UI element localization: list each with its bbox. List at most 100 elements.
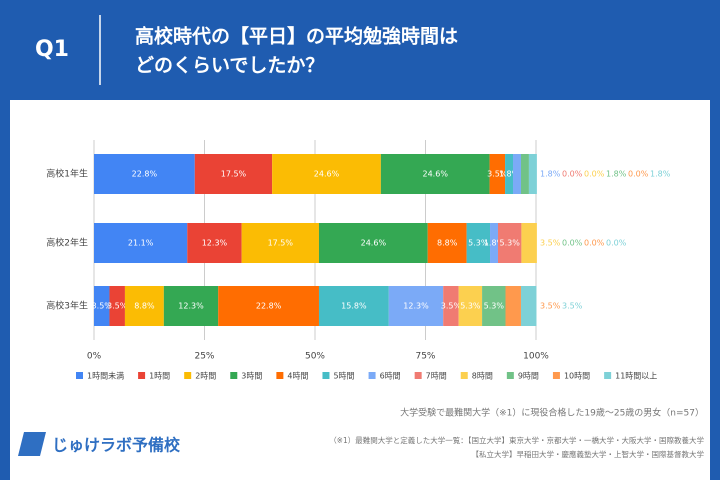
legend-label: 11時間以上 — [615, 372, 657, 381]
value-label: 12.3% — [403, 302, 429, 311]
value-label: 3.5% — [487, 170, 508, 179]
bar-segment — [163, 286, 219, 326]
bar-segment — [489, 154, 506, 194]
legend-label: 6時間 — [380, 372, 401, 381]
value-label: 0.0% — [562, 170, 583, 179]
legend-label: 1時間未満 — [87, 371, 124, 381]
value-label: 21.1% — [128, 239, 154, 248]
value-label: 17.5% — [268, 239, 294, 248]
footer-note: 大学受験で最難関大学（※1）に現役合格した19歳～25歳の男女（n=57） — [400, 407, 704, 419]
bar-segment — [318, 223, 428, 263]
bar-segment — [466, 223, 491, 263]
legend-swatch — [368, 372, 376, 379]
bar-segment — [520, 286, 537, 326]
bar-segment — [521, 223, 537, 263]
legend-label: 4時間 — [287, 372, 308, 381]
logo-text: じゅけラボ予備校 — [52, 436, 181, 455]
value-label: 0.0% — [584, 239, 605, 248]
bar-segment — [109, 286, 125, 326]
bar-segment — [505, 154, 514, 194]
value-label: 3.5% — [562, 302, 583, 311]
legend-swatch — [322, 372, 330, 379]
value-label: 5.3% — [484, 302, 505, 311]
value-label: 5.3% — [460, 302, 481, 311]
bar-segment — [318, 286, 389, 326]
legend-label: 1時間 — [149, 372, 170, 381]
bar-segment — [94, 154, 195, 194]
bar-segment — [187, 223, 242, 263]
y-tick-label: 高校2年生 — [46, 237, 88, 249]
bar-segment — [272, 154, 381, 194]
x-tick-label: 0% — [87, 352, 102, 362]
legend-label: 10時間 — [564, 372, 590, 381]
title-line: どのくらいでしたか？ — [135, 55, 324, 77]
legend-swatch — [552, 372, 560, 379]
bar-segment — [520, 154, 529, 194]
bar-segment — [505, 286, 521, 326]
footer-note: （※1）最難関大学と定義した大学一覧：【国立大学】東京大学・京都大学・一橋大学・… — [329, 435, 704, 445]
bar-segment — [124, 286, 164, 326]
logo: じゅけラボ予備校 — [18, 432, 181, 456]
bar-segment — [458, 286, 483, 326]
footer-note: 【私立大学】早稲田大学・慶應義塾大学・上智大学・国際基督教大学 — [472, 449, 705, 459]
x-tick-label: 25% — [194, 352, 214, 362]
legend-swatch — [230, 372, 238, 379]
bar-segment — [218, 286, 319, 326]
bar-segment — [490, 223, 498, 263]
value-label: 0.0% — [606, 239, 627, 248]
bar-segment — [482, 286, 506, 326]
value-label: 3.5% — [540, 239, 561, 248]
bar-segment — [380, 154, 490, 194]
legend-label: 3時間 — [241, 372, 262, 381]
value-label: 1.8% — [540, 170, 561, 179]
value-label: 12.3% — [178, 302, 204, 311]
value-label: 15.8% — [341, 302, 367, 311]
value-label: 5.3% — [500, 239, 521, 248]
bar-segment — [528, 154, 537, 194]
value-label: 8.8% — [134, 302, 155, 311]
legend-swatch — [184, 372, 192, 379]
value-label: 12.3% — [202, 239, 228, 248]
value-label: 24.6% — [361, 239, 387, 248]
title-line: 高校時代の【平日】の平均勉強時間は — [135, 25, 458, 48]
bar-segment — [513, 154, 521, 194]
value-label: 1.8% — [650, 170, 671, 179]
value-label: 3.5% — [92, 302, 113, 311]
bar-segment — [94, 286, 110, 326]
value-label: 5.3% — [468, 239, 489, 248]
legend-swatch — [604, 372, 612, 379]
legend-swatch — [76, 372, 83, 379]
value-label: 0.0% — [584, 170, 605, 179]
bar-segment — [388, 286, 444, 326]
value-label: 0.0% — [628, 170, 649, 179]
value-label: 1.8% — [484, 239, 505, 248]
value-label: 3.5% — [107, 302, 128, 311]
legend-label: 9時間 — [518, 372, 539, 381]
legend-swatch — [414, 372, 422, 379]
bar-segment — [427, 223, 467, 263]
legend-label: 2時間 — [195, 372, 216, 381]
legend-label: 8時間 — [472, 372, 493, 381]
x-tick-label: 50% — [305, 352, 325, 362]
y-tick-label: 高校1年生 — [46, 168, 88, 180]
value-label: 22.8% — [132, 170, 158, 179]
legend-label: 5時間 — [333, 372, 354, 381]
badge: Q1 — [35, 37, 69, 62]
value-label: 24.6% — [423, 170, 449, 179]
x-tick-label: 75% — [415, 352, 435, 362]
value-label: 22.8% — [256, 302, 282, 311]
value-label: 3.5% — [441, 302, 462, 311]
value-label: 1.8% — [499, 170, 520, 179]
legend-swatch — [506, 372, 514, 379]
value-label: 24.6% — [314, 170, 340, 179]
legend-swatch — [276, 372, 284, 379]
bar-segment — [241, 223, 319, 263]
logo-icon — [18, 432, 46, 456]
legend-label: 7時間 — [426, 372, 447, 381]
x-tick-label: 100% — [523, 352, 549, 362]
value-label: 1.8% — [606, 170, 627, 179]
bar-segment — [94, 223, 188, 263]
legend-swatch — [460, 372, 468, 379]
value-label: 0.0% — [562, 239, 583, 248]
